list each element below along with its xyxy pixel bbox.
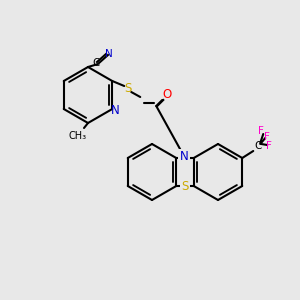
Text: O: O <box>163 88 172 101</box>
Text: C: C <box>92 58 100 68</box>
Text: N: N <box>111 103 120 116</box>
Text: F: F <box>266 141 272 151</box>
Text: N: N <box>180 151 188 164</box>
Text: N: N <box>105 49 113 59</box>
Text: S: S <box>124 82 132 95</box>
Text: F: F <box>264 132 270 142</box>
Text: F: F <box>258 126 264 136</box>
Text: S: S <box>181 181 189 194</box>
Text: CH₃: CH₃ <box>69 131 87 141</box>
Text: C: C <box>255 141 262 151</box>
